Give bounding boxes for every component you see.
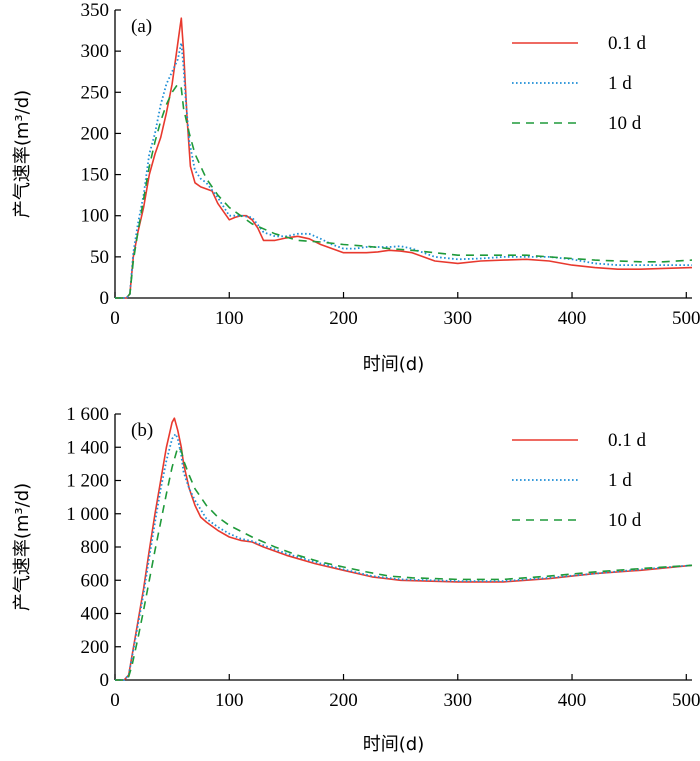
y-axis-label: 产气速率(m³/d) bbox=[12, 90, 33, 218]
x-tick-label: 500 bbox=[672, 690, 700, 711]
x-tick-label: 0 bbox=[110, 308, 120, 329]
x-tick-label: 100 bbox=[215, 690, 244, 711]
y-tick-label: 600 bbox=[81, 570, 110, 591]
y-tick-label: 1 400 bbox=[66, 437, 109, 458]
series-line-1 bbox=[115, 417, 693, 681]
legend: 0.1 d 1 d 10 d bbox=[512, 33, 647, 134]
series-line-3 bbox=[115, 83, 693, 299]
y-tick-label: 1 200 bbox=[66, 471, 109, 492]
x-tick-label: 200 bbox=[329, 690, 358, 711]
y-tick-label: 250 bbox=[81, 82, 110, 103]
x-tick-label: 200 bbox=[329, 308, 358, 329]
chart-panel-b: 0 200 400 600 800 1 000 1 200 1 400 1 600 0 100 200… bbox=[12, 404, 700, 755]
y-tick-label: 200 bbox=[81, 123, 110, 144]
series-line-2 bbox=[115, 42, 692, 299]
legend-label: 1 d bbox=[608, 470, 632, 491]
y-tick-label: 200 bbox=[81, 637, 110, 658]
y-tick-label: 1 600 bbox=[66, 404, 109, 425]
x-tick-label: 300 bbox=[444, 690, 473, 711]
x-tick-label: 0 bbox=[110, 690, 120, 711]
y-tick-label: 150 bbox=[81, 165, 110, 186]
series-line-1 bbox=[115, 17, 693, 299]
y-tick-label: 400 bbox=[81, 604, 110, 625]
x-tick-label: 100 bbox=[215, 308, 244, 329]
x-tick-label: 400 bbox=[558, 308, 587, 329]
legend-label: 10 d bbox=[608, 113, 642, 134]
y-tick-label: 0 bbox=[100, 288, 110, 309]
chart-panel-a: 0 50 100 150 200 250 300 350 0 100 200 300 400 500 时间(… bbox=[12, 0, 700, 375]
y-tick-label: 300 bbox=[81, 41, 110, 62]
x-tick-label: 400 bbox=[558, 690, 587, 711]
y-tick-label: 1 000 bbox=[66, 504, 109, 525]
y-tick-label: 50 bbox=[90, 247, 109, 268]
panel-label: (a) bbox=[131, 16, 152, 37]
x-axis-label: 时间(d) bbox=[363, 734, 424, 755]
y-tick-label: 800 bbox=[81, 537, 110, 558]
y-tick-label: 0 bbox=[100, 670, 110, 691]
legend: 0.1 d 1 d 10 d bbox=[512, 430, 647, 531]
x-tick-label: 300 bbox=[444, 308, 473, 329]
panel-label: (b) bbox=[131, 420, 153, 441]
series-line-3 bbox=[115, 446, 693, 681]
x-tick-label: 500 bbox=[672, 308, 700, 329]
legend-label: 10 d bbox=[608, 510, 642, 531]
legend-label: 0.1 d bbox=[608, 430, 647, 451]
series-line-2 bbox=[115, 433, 693, 681]
legend-label: 1 d bbox=[608, 73, 632, 94]
y-axis-label: 产气速率(m³/d) bbox=[12, 483, 33, 611]
y-tick-label: 350 bbox=[81, 0, 110, 21]
x-axis-label: 时间(d) bbox=[363, 354, 424, 375]
y-tick-label: 100 bbox=[81, 206, 110, 227]
legend-label: 0.1 d bbox=[608, 33, 647, 54]
